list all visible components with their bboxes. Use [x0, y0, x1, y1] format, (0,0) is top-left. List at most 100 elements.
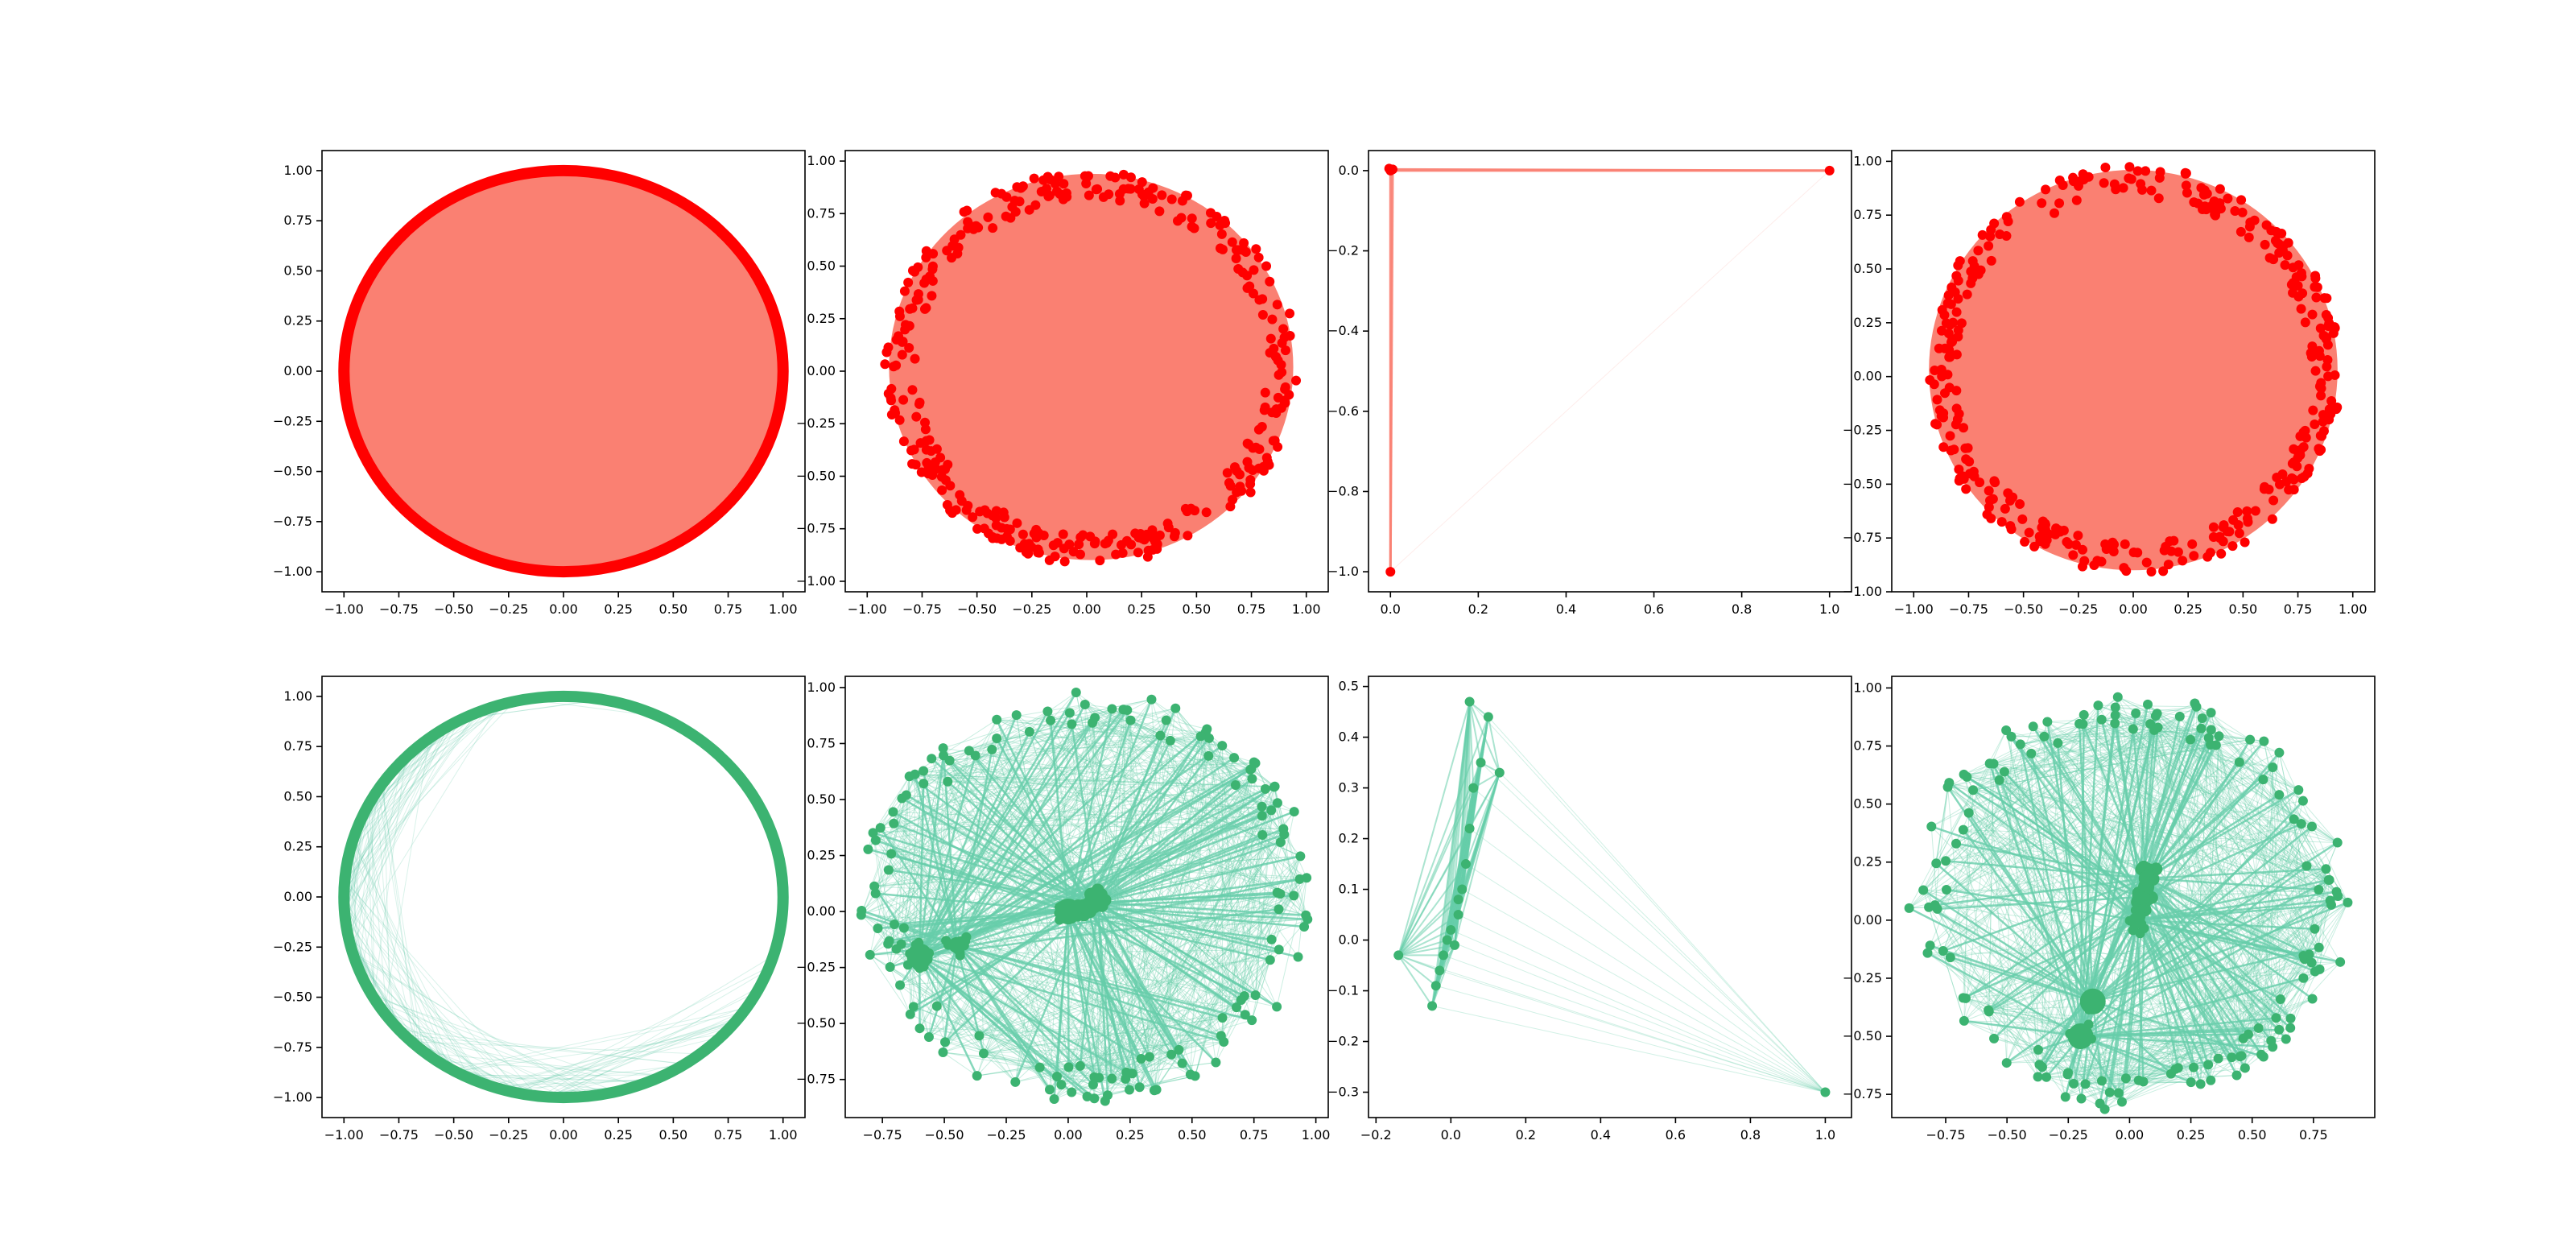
node [1943, 329, 1954, 339]
node [894, 331, 904, 341]
edge [1389, 169, 1394, 572]
node [2209, 196, 2219, 207]
edge [1067, 699, 1153, 912]
node [2258, 775, 2268, 785]
edge [1129, 959, 1271, 1090]
node [870, 835, 881, 845]
node [2054, 175, 2065, 185]
node [1107, 704, 1117, 714]
y-tick-label: −0.2 [1327, 243, 1359, 258]
node [1078, 530, 1088, 540]
node [2314, 942, 2324, 953]
node [1278, 824, 1289, 834]
node [1183, 531, 1193, 541]
node [2323, 312, 2334, 323]
node [1453, 895, 1463, 905]
node [2250, 506, 2260, 516]
node [919, 766, 929, 776]
node [2288, 278, 2298, 288]
node [2093, 700, 2103, 711]
x-tick-label: 1.0 [1815, 1127, 1835, 1143]
node [1005, 535, 1015, 546]
node [1483, 712, 1493, 722]
edge [1963, 773, 2143, 899]
edge [1934, 904, 2038, 1077]
node [1248, 443, 1258, 453]
axes-frame [844, 676, 1329, 1118]
node [974, 1031, 985, 1041]
edge [1178, 829, 1284, 1051]
node [2223, 193, 2233, 204]
node [1285, 308, 1295, 319]
node [1230, 779, 1241, 790]
node [1190, 506, 1200, 516]
node [1276, 359, 1286, 370]
node [2317, 431, 2327, 441]
edge [1967, 776, 2000, 781]
y-tick-label: 0.75 [1853, 738, 1882, 754]
node [2243, 1029, 2253, 1039]
node [1125, 715, 1136, 725]
node [1122, 705, 1133, 715]
edge [543, 991, 758, 1097]
node [1442, 935, 1452, 945]
node [2110, 718, 2120, 729]
node [2304, 949, 2314, 960]
node [1253, 252, 1264, 262]
edge [943, 1052, 977, 1077]
edge [1993, 723, 2083, 764]
node [1249, 265, 1259, 275]
edge [2091, 1000, 2172, 1075]
edge [1241, 829, 1284, 1001]
edge [398, 1029, 685, 1065]
node [921, 252, 931, 262]
node [2101, 544, 2112, 555]
edge [2147, 704, 2262, 1055]
node [1034, 1062, 1045, 1072]
node [1242, 457, 1253, 467]
edge [2092, 1000, 2264, 1058]
edge [983, 877, 1307, 1054]
edge [346, 866, 422, 1050]
edge [901, 776, 910, 944]
edge [1222, 908, 1279, 1019]
node [990, 188, 1001, 198]
node [2020, 536, 2030, 547]
edge [1397, 954, 1433, 1006]
x-tick-label: 0.00 [549, 601, 578, 617]
node [1227, 237, 1237, 247]
edge [357, 708, 489, 829]
edge [344, 713, 477, 908]
node [1950, 287, 1960, 297]
node [923, 469, 933, 479]
node [2289, 457, 2299, 468]
node [1117, 548, 1128, 558]
node [1951, 419, 1961, 430]
plot-area [338, 164, 789, 578]
node [2024, 527, 2034, 538]
edge [919, 745, 1223, 957]
edge [1087, 708, 1177, 908]
edge [1084, 704, 1272, 811]
edge [1462, 889, 1826, 1093]
edge [1039, 893, 1281, 1068]
x-tick-label: 1.00 [1292, 601, 1321, 617]
edge [344, 700, 515, 881]
x-tick-label: 0.50 [2238, 1127, 2267, 1143]
edge [493, 1020, 737, 1088]
edge [2263, 741, 2326, 870]
node [2095, 1098, 2105, 1109]
node [2140, 166, 2151, 176]
edge [1942, 950, 2123, 1102]
edge [353, 837, 456, 1072]
node [2321, 864, 2331, 874]
node [1001, 211, 1011, 221]
node [2141, 557, 2152, 568]
node [2028, 721, 2038, 732]
edge [901, 944, 1133, 1074]
node [1824, 165, 1835, 176]
edge [2083, 723, 2306, 960]
edge [344, 721, 459, 882]
node [868, 828, 878, 838]
edge [877, 762, 1256, 929]
